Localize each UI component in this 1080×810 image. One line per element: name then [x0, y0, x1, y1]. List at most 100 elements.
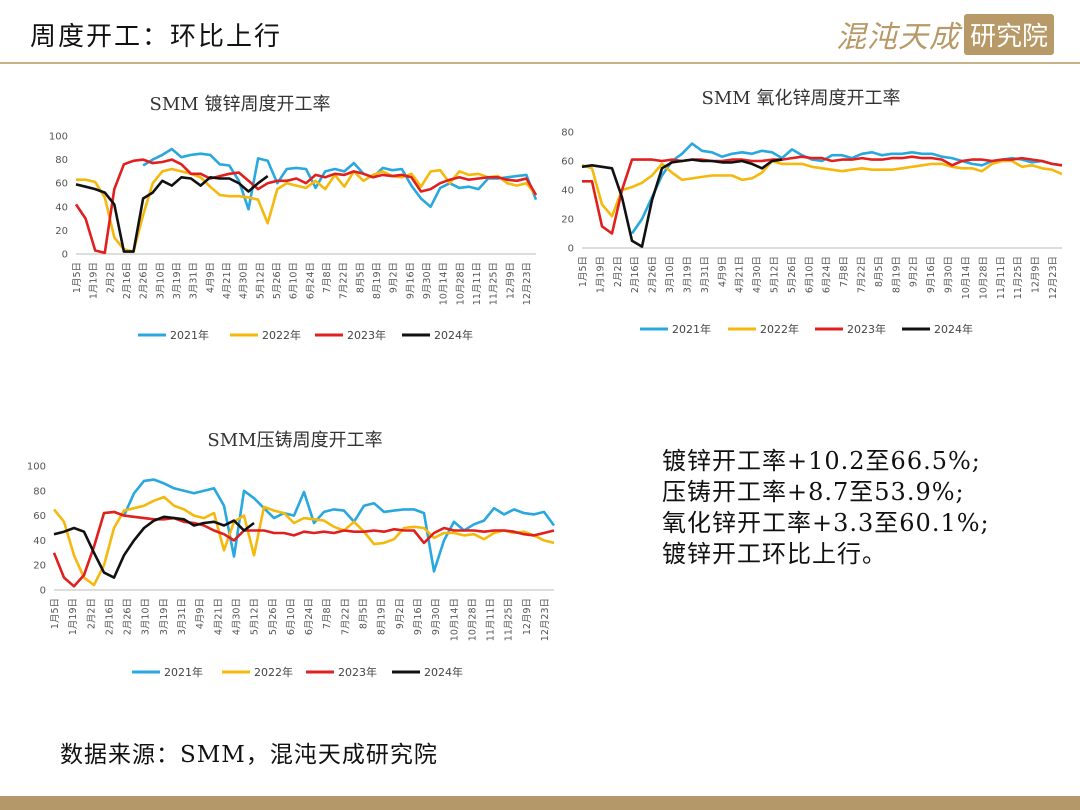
y-tick-label: 60	[561, 157, 574, 168]
x-tick-label: 9月2日	[395, 598, 406, 629]
summary-line-1: 镀锌开工率+10.2至66.5%;	[662, 447, 981, 475]
series-line-2024年	[75, 175, 269, 253]
legend-label: 2021年	[164, 665, 203, 679]
x-tick-label: 12月23日	[522, 262, 533, 305]
x-tick-label: 1月5日	[578, 256, 589, 287]
y-tick-label: 20	[561, 215, 574, 226]
x-tick-label: 11月11日	[486, 598, 497, 641]
legend-label: 2023年	[338, 665, 377, 679]
x-tick-label: 3月31日	[189, 262, 200, 299]
x-tick-label: 9月16日	[405, 262, 416, 299]
x-tick-label: 4月21日	[222, 262, 233, 299]
x-tick-label: 9月30日	[431, 598, 442, 635]
x-tick-label: 2月2日	[613, 256, 624, 287]
summary-text: 镀锌开工率+10.2至66.5%; 压铸开工率+8.7至53.9%; 氧化锌开工…	[662, 446, 990, 570]
chart-galvanizing: SMM 镀锌周度开工率 0 20 40 60 80 100 1月5日 1月19日 2月2日 2月16…	[49, 94, 538, 342]
legend-label: 2022年	[760, 322, 799, 336]
x-tick-label: 7月8日	[839, 256, 850, 287]
x-tick-label: 8月19日	[372, 262, 383, 299]
legend-label: 2022年	[262, 328, 301, 342]
x-tick-label: 8月5日	[874, 256, 885, 287]
x-tick-label: 2月26日	[648, 256, 659, 293]
legend-label: 2024年	[424, 665, 463, 679]
y-tick-label: 0	[40, 586, 46, 597]
x-tick-label: 11月25日	[1013, 256, 1024, 299]
x-tick-label: 6月10日	[804, 256, 815, 293]
y-tick-label: 60	[55, 179, 68, 190]
summary-line-4: 镀锌开工环比上行。	[662, 540, 887, 568]
x-tick-label: 1月5日	[50, 598, 61, 629]
x-tick-label: 3月10日	[141, 598, 152, 635]
x-tick-label: 5月12日	[255, 262, 266, 299]
series-line-2021年	[122, 478, 556, 573]
header-divider	[0, 62, 1080, 64]
x-tick-label: 2月26日	[123, 598, 134, 635]
x-tick-label: 5月26日	[268, 598, 279, 635]
series-line-2023年	[582, 155, 1063, 235]
x-tick-label: 11月11日	[472, 262, 483, 305]
series-line-2022年	[581, 159, 1063, 218]
y-tick-label: 40	[33, 536, 46, 547]
series-line-2021年	[630, 142, 1063, 235]
chart-die-casting: SMM压铸周度开工率 0 20 40 60 80 100 1月5日 1月19日 2月2日 2月16日…	[27, 430, 556, 679]
x-tick-label: 6月10日	[289, 262, 300, 299]
x-tick-label: 1月19日	[595, 256, 606, 293]
legend-label: 2021年	[170, 328, 209, 342]
x-tick-label: 2月16日	[630, 256, 641, 293]
x-tick-label: 7月22日	[857, 256, 868, 293]
y-tick-label: 40	[561, 186, 574, 197]
x-tick-label: 9月16日	[413, 598, 424, 635]
footer-bar	[0, 796, 1080, 810]
chart-title: SMM 氧化锌周度开工率	[702, 88, 901, 109]
x-tick-label: 5月26日	[272, 262, 283, 299]
x-tick-label: 10月28日	[467, 598, 478, 641]
x-tick-label: 1月19日	[89, 262, 100, 299]
brand-logo-script: 混沌天成	[835, 20, 960, 55]
y-tick-label: 60	[33, 511, 46, 522]
x-tick-label: 8月5日	[355, 262, 366, 293]
x-tick-label: 7月8日	[322, 598, 333, 629]
x-tick-label: 6月24日	[305, 262, 316, 299]
y-tick-label: 40	[55, 202, 68, 213]
x-tick-label: 7月22日	[339, 262, 350, 299]
summary-line-3: 氧化锌开工率+3.3至60.1%;	[662, 509, 990, 537]
x-tick-label: 5月26日	[787, 256, 798, 293]
x-tick-label: 2月16日	[104, 598, 115, 635]
x-tick-label: 6月24日	[822, 256, 833, 293]
x-tick-label: 12月9日	[1031, 256, 1042, 293]
x-tick-label: 9月16日	[926, 256, 937, 293]
x-tick-label: 1月19日	[68, 598, 79, 635]
x-tick-label: 7月22日	[340, 598, 351, 635]
series-line-2022年	[76, 167, 538, 253]
series-line-2024年	[53, 515, 255, 579]
x-tick-label: 9月30日	[422, 262, 433, 299]
source-note: 数据来源：SMM，混沌天成研究院	[60, 742, 438, 768]
x-tick-label: 1月5日	[72, 262, 83, 293]
x-tick-label: 3月31日	[700, 256, 711, 293]
y-tick-label: 0	[62, 250, 68, 261]
x-tick-label: 12月9日	[505, 262, 516, 299]
x-tick-label: 6月10日	[286, 598, 297, 635]
series-line-2024年	[581, 158, 783, 248]
x-tick-label: 5月12日	[250, 598, 261, 635]
x-tick-label: 10月14日	[449, 598, 460, 641]
legend-label: 2024年	[934, 322, 973, 336]
x-tick-label: 10月14日	[439, 262, 450, 305]
x-tick-label: 4月9日	[717, 256, 728, 287]
x-tick-label: 12月23日	[540, 598, 551, 641]
x-tick-label: 11月25日	[489, 262, 500, 305]
legend-label: 2023年	[847, 322, 886, 336]
x-tick-label: 2月2日	[86, 598, 97, 629]
x-tick-label: 4月9日	[205, 262, 216, 293]
legend-label: 2021年	[672, 322, 711, 336]
x-tick-label: 3月10日	[665, 256, 676, 293]
legend-label: 2023年	[347, 328, 386, 342]
x-tick-label: 3月10日	[155, 262, 166, 299]
x-tick-label: 2月16日	[122, 262, 133, 299]
x-tick-label: 10月28日	[455, 262, 466, 305]
x-tick-label: 5月12日	[769, 256, 780, 293]
x-tick-label: 3月31日	[177, 598, 188, 635]
series-line-2021年	[142, 147, 538, 211]
x-tick-label: 7月8日	[322, 262, 333, 293]
x-tick-label: 2月2日	[105, 262, 116, 293]
